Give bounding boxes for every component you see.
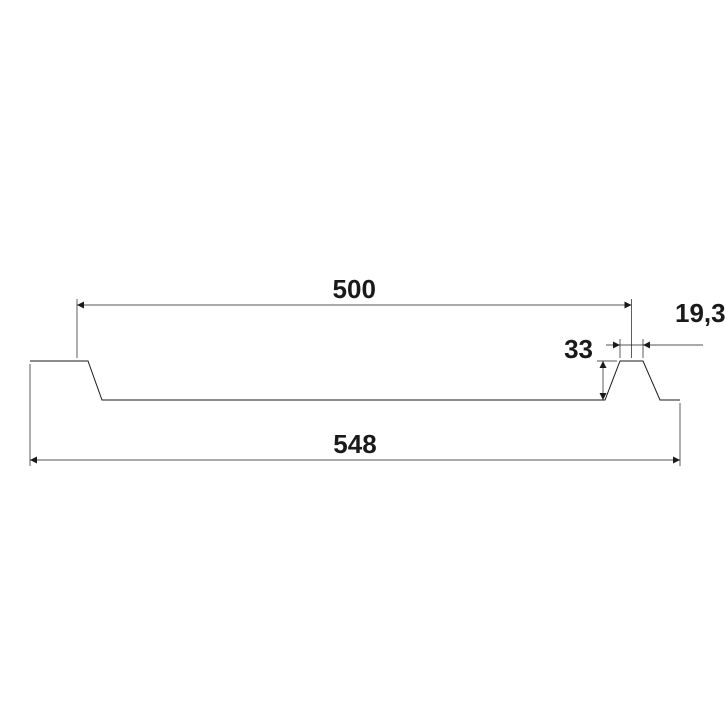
dim-label-500: 500	[333, 274, 376, 304]
technical-drawing: 500 548 33 19,3	[0, 0, 725, 725]
dim-label-33: 33	[564, 334, 593, 364]
profile-path	[30, 361, 680, 400]
profile-shape	[30, 361, 680, 400]
dimension-group: 500 548 33 19,3	[30, 274, 725, 466]
dim-label-193: 19,3	[675, 298, 725, 328]
drawing-svg: 500 548 33 19,3	[0, 0, 725, 725]
dim-label-548: 548	[333, 429, 376, 459]
